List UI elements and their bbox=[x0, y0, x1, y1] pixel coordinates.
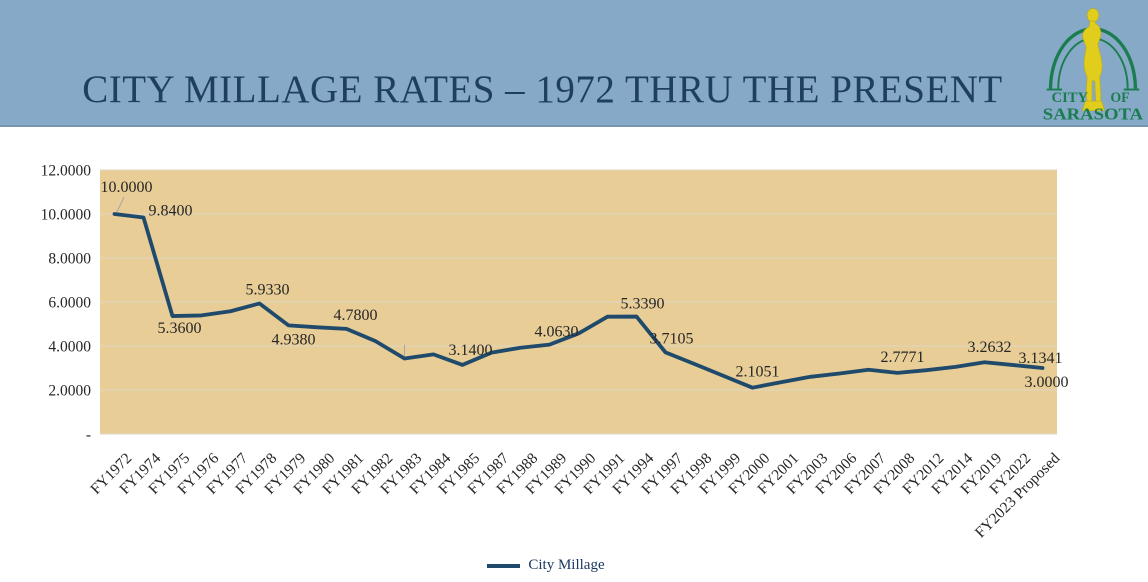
david-statue-icon bbox=[1081, 8, 1105, 112]
data-label: 4.7800 bbox=[334, 307, 378, 324]
y-axis-label: 10.0000 bbox=[41, 207, 92, 224]
chart-legend: City Millage bbox=[0, 557, 1120, 574]
y-axis-label: 12.0000 bbox=[41, 163, 92, 180]
y-axis-label: 2.0000 bbox=[48, 383, 91, 400]
data-label: 10.0000 bbox=[101, 179, 153, 196]
y-axis-label: - bbox=[86, 427, 91, 444]
y-axis-label: 8.0000 bbox=[48, 251, 91, 268]
logo-city-text: CITY bbox=[1052, 90, 1089, 106]
data-label: 3.0000 bbox=[1025, 374, 1069, 391]
data-label: 5.3390 bbox=[621, 296, 665, 313]
legend-line-swatch bbox=[487, 563, 521, 568]
y-axis-label: 6.0000 bbox=[48, 295, 91, 312]
series-line bbox=[112, 212, 1045, 390]
city-millage-line bbox=[112, 212, 1045, 390]
leader-line bbox=[116, 196, 125, 213]
data-label: 4.0630 bbox=[535, 324, 579, 341]
data-labels: 10.0000 9.8400 5.3600 5.9330 4.9380 4.7800 3.1… bbox=[101, 179, 1069, 391]
millage-line-chart: 10.0000 9.8400 5.3600 5.9330 4.9380 4.7800 3.1… bbox=[41, 163, 1069, 542]
data-label: 4.9380 bbox=[272, 331, 316, 348]
data-label: 2.7771 bbox=[881, 349, 925, 366]
logo-text-group: CITY OF SARASOTA bbox=[1043, 90, 1143, 123]
header-band: CITY MILLAGE RATES – 1972 THRU THE PRESE… bbox=[0, 0, 1148, 127]
data-label: 2.1051 bbox=[736, 364, 780, 381]
data-label: 3.1341 bbox=[1019, 350, 1063, 367]
logo-sarasota-text: SARASOTA bbox=[1043, 104, 1143, 123]
logo-of-text: OF bbox=[1110, 90, 1129, 106]
page-title: CITY MILLAGE RATES – 1972 THRU THE PRESE… bbox=[82, 68, 1003, 111]
y-axis-labels: - 2.0000 4.0000 6.0000 8.0000 10.0000 12.0000 bbox=[41, 163, 92, 444]
data-label: 3.2632 bbox=[968, 339, 1012, 356]
city-of-sarasota-logo: CITY OF SARASOTA bbox=[1043, 8, 1143, 123]
leader-lines bbox=[116, 196, 405, 356]
y-axis-label: 4.0000 bbox=[48, 339, 91, 356]
data-label: 5.3600 bbox=[158, 320, 202, 337]
x-axis-labels: FY1972FY1974FY1975FY1976FY1977FY1978FY19… bbox=[87, 450, 1063, 542]
data-label: 3.7105 bbox=[650, 330, 694, 347]
data-label: 9.8400 bbox=[149, 203, 193, 220]
data-label: 3.1400 bbox=[449, 342, 493, 359]
data-label: 5.9330 bbox=[246, 281, 290, 298]
legend-label: City Millage bbox=[528, 557, 605, 573]
